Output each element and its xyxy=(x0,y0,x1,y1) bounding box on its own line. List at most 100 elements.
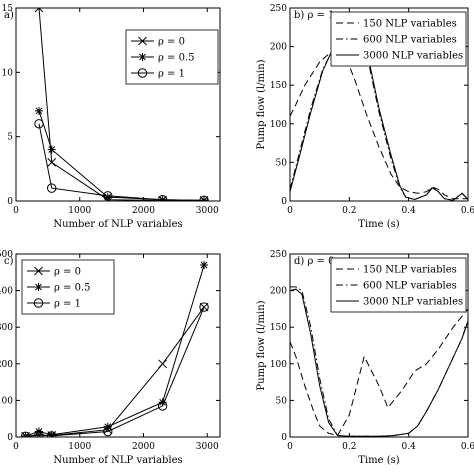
y-tick-label: 50 xyxy=(276,158,288,168)
legend-label: 3000 NLP variables xyxy=(363,297,463,308)
data-point xyxy=(47,183,57,193)
y-tick-label: 15 xyxy=(2,4,14,14)
data-point xyxy=(199,302,209,312)
x-tick-label: 0.2 xyxy=(342,206,356,216)
y-tick-label: 0 xyxy=(281,433,287,443)
legend: 150 NLP variables 600 NLP variables 3000 N… xyxy=(330,257,467,313)
x-axis-label: Number of NLP variables xyxy=(53,455,182,466)
x-axis-label: Number of NLP variables xyxy=(53,219,182,230)
legend-label: ρ = 1 xyxy=(158,69,185,80)
series-line-1 xyxy=(25,264,205,437)
x-tick-label: 1000 xyxy=(68,206,91,216)
data-point xyxy=(103,191,113,201)
legend-label: 150 NLP variables xyxy=(363,265,457,276)
y-tick-label: 250 xyxy=(270,250,287,260)
y-tick-label: 0 xyxy=(281,197,287,207)
legend-label: 3000 NLP variables xyxy=(363,51,463,62)
y-tick-label: 200 xyxy=(270,287,287,297)
x-tick-label: 0.6 xyxy=(461,442,474,452)
x-tick-label: 0.6 xyxy=(461,206,474,216)
y-tick-label: 100 xyxy=(270,120,287,130)
series-group xyxy=(290,40,468,201)
legend-marker xyxy=(34,266,43,276)
data-point xyxy=(103,426,113,437)
y-tick-label: 0 xyxy=(7,433,13,443)
series-line-2 xyxy=(38,123,205,201)
data-point xyxy=(199,195,209,201)
x-tick-label: 0 xyxy=(13,206,19,216)
data-point xyxy=(47,431,57,437)
x-tick-label: 0 xyxy=(287,206,293,216)
plot-frame xyxy=(289,7,469,202)
legend: ρ = 0 ρ = 0.5 ρ = 1 xyxy=(125,29,219,85)
legend-label: ρ = 0.5 xyxy=(54,283,91,294)
x-tick-label: 0.4 xyxy=(402,206,417,216)
data-point xyxy=(47,430,56,437)
x-axis-label: Time (s) xyxy=(358,455,399,466)
series-line-2 xyxy=(290,288,468,437)
legend-marker xyxy=(33,298,44,308)
data-point xyxy=(47,158,57,167)
y-tick-label: 200 xyxy=(270,43,287,53)
series-line-1 xyxy=(38,110,205,201)
x-tick-label: 2000 xyxy=(132,206,155,216)
y-tick-label: 100 xyxy=(270,360,287,370)
legend-marker xyxy=(138,36,147,46)
y-tick-label: 500 xyxy=(0,250,13,260)
legend-label: 600 NLP variables xyxy=(363,281,457,292)
series-group xyxy=(290,286,468,437)
data-point xyxy=(34,119,44,129)
series-group xyxy=(34,8,209,201)
panel-title: c) xyxy=(4,256,14,267)
y-tick-label: 50 xyxy=(276,396,288,406)
y-tick-label: 200 xyxy=(0,360,13,370)
legend-label: ρ = 1 xyxy=(54,299,81,310)
legend-marker xyxy=(34,283,43,291)
data-point xyxy=(34,8,44,13)
x-tick-label: 2000 xyxy=(132,442,155,452)
x-tick-label: 3000 xyxy=(196,206,219,216)
data-point xyxy=(157,195,168,201)
data-point xyxy=(34,106,43,115)
y-axis-label: Pump flow (l/min) xyxy=(256,300,267,390)
data-point xyxy=(200,260,209,269)
x-tick-label: 0.4 xyxy=(402,442,417,452)
y-axis-label: Pump flow (l/min) xyxy=(256,59,267,149)
legend-marker xyxy=(137,68,148,78)
legend-label: 600 NLP variables xyxy=(363,35,457,46)
data-point xyxy=(157,401,168,411)
y-tick-label: 0 xyxy=(7,197,13,207)
panel-title: d) ρ = 0 xyxy=(294,256,334,267)
legend-marker xyxy=(138,53,147,61)
y-tick-label: 250 xyxy=(270,4,287,14)
y-tick-label: 400 xyxy=(0,287,13,297)
y-tick-label: 300 xyxy=(0,323,13,333)
x-tick-label: 0 xyxy=(287,442,293,452)
series-line-0 xyxy=(290,308,468,437)
plot-frame xyxy=(289,253,469,438)
plot-frame xyxy=(15,7,221,202)
panel-title: a) xyxy=(4,10,14,21)
legend-label: ρ = 0.5 xyxy=(158,53,195,64)
x-axis-label: Time (s) xyxy=(358,219,399,230)
y-tick-label: 150 xyxy=(270,81,287,91)
legend: 150 NLP variables 600 NLP variables 3000 N… xyxy=(330,11,467,67)
x-tick-label: 0 xyxy=(13,442,19,452)
series-line-2 xyxy=(25,306,205,437)
data-point xyxy=(158,398,167,407)
legend-label: ρ = 0 xyxy=(158,37,185,48)
chart-panel-a: 0 1000 2000 3000 0 5 10 15 Number of NLP variabl… xyxy=(2,4,221,230)
data-point xyxy=(103,193,112,201)
data-point xyxy=(103,422,112,431)
data-point xyxy=(20,431,31,437)
legend-label: 150 NLP variables xyxy=(363,19,457,30)
data-point xyxy=(34,427,43,436)
chart-panel-b: 0 0.2 0.4 0.6 0 50 100 150 200 250 Time (s) Pump fl… xyxy=(256,4,474,230)
data-point xyxy=(199,302,209,312)
panel-title: b) ρ = 1 xyxy=(294,10,334,21)
data-point xyxy=(34,430,44,437)
series-group xyxy=(20,260,209,437)
series-line-2 xyxy=(290,42,468,201)
legend-label: ρ = 0 xyxy=(54,267,81,278)
